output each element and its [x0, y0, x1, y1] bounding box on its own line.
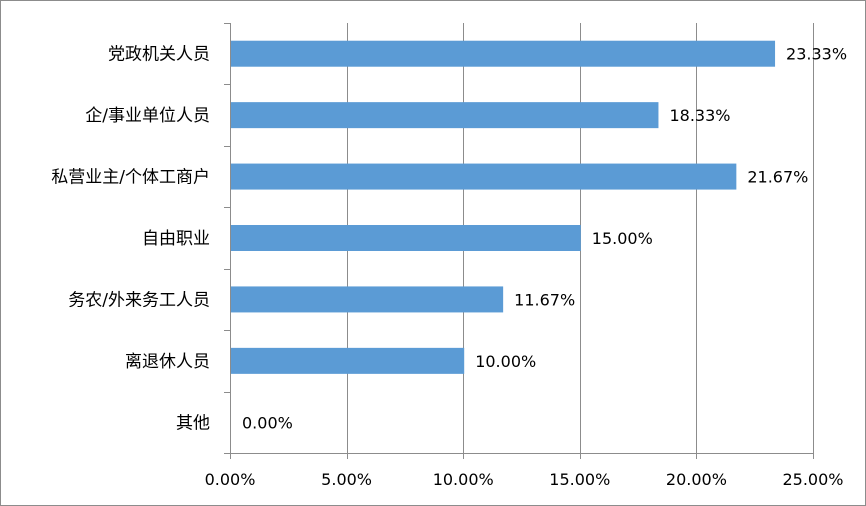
bar-1 [231, 102, 659, 129]
data-label: 11.67% [514, 290, 575, 309]
x-tick-label: 15.00% [549, 470, 610, 489]
data-label: 0.00% [242, 413, 293, 432]
x-tick-label: 0.00% [205, 470, 256, 489]
x-tick-label: 20.00% [666, 470, 727, 489]
x-tick-label: 5.00% [321, 470, 372, 489]
category-label: 党政机关人员 [108, 45, 210, 65]
category-label: 其他 [176, 413, 210, 433]
axes [224, 23, 814, 459]
bar-4 [231, 286, 504, 313]
data-label: 15.00% [592, 229, 653, 248]
category-label: 离退休人员 [125, 352, 210, 372]
x-tick-label: 10.00% [433, 470, 494, 489]
data-label: 10.00% [475, 352, 536, 371]
bar-5 [231, 347, 465, 374]
category-label: 企/事业单位人员 [85, 106, 210, 126]
bar-3 [231, 225, 581, 251]
category-label: 自由职业 [142, 229, 210, 249]
data-label: 21.67% [747, 168, 808, 187]
bar-2 [231, 163, 737, 190]
data-label: 23.33% [786, 45, 847, 64]
bars [231, 40, 776, 374]
bar-0 [231, 40, 776, 67]
data-label: 18.33% [669, 106, 730, 125]
category-label: 务农/外来务工人员 [68, 290, 210, 310]
category-label: 私营业主/个体工商户 [51, 168, 210, 188]
x-tick-label: 25.00% [782, 470, 843, 489]
labels: 0.00% 5.00% 10.00% 15.00% 20.00% 25.00% 党政机关人员… [51, 45, 847, 489]
